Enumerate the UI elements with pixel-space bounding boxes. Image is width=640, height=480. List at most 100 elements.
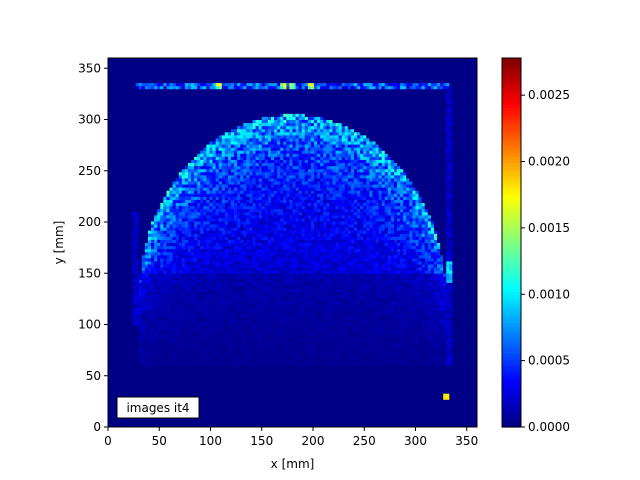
heatmap-cell [157, 177, 161, 182]
heatmap-cell [187, 282, 192, 287]
heatmap-cell [227, 405, 232, 410]
heatmap-cell [126, 131, 131, 136]
heatmap-cell [157, 214, 161, 219]
heatmap-cell [135, 70, 140, 74]
heatmap-cell [184, 242, 189, 247]
heatmap-cell [175, 101, 180, 105]
heatmap-cell [212, 337, 217, 342]
heatmap-cell [123, 190, 127, 194]
heatmap-cell [135, 347, 140, 351]
heatmap-cell [144, 230, 149, 234]
heatmap-cell [123, 119, 127, 124]
heatmap-cell [234, 267, 238, 271]
heatmap-cell [231, 322, 235, 327]
heatmap-cell [129, 101, 134, 105]
heatmap-cell [215, 82, 220, 87]
heatmap-cell [157, 153, 161, 157]
heatmap-cell [117, 88, 121, 93]
heatmap-cell [126, 190, 131, 194]
heatmap-cell [221, 288, 226, 293]
heatmap-cell [212, 248, 217, 253]
heatmap-cell [138, 181, 143, 185]
heatmap-cell [200, 184, 204, 188]
heatmap-cell [197, 340, 201, 345]
heatmap-cell [184, 144, 189, 148]
heatmap-cell [108, 362, 112, 366]
heatmap-cell [114, 122, 118, 127]
heatmap-cell [212, 319, 217, 323]
heatmap-cell [191, 264, 195, 268]
heatmap-cell [227, 113, 232, 117]
heatmap-cell [108, 220, 112, 225]
heatmap-cell [120, 150, 124, 154]
heatmap-cell [234, 282, 238, 287]
heatmap-cell [209, 79, 214, 84]
heatmap-cell [187, 134, 192, 139]
heatmap-cell [191, 365, 195, 370]
heatmap-cell [200, 251, 204, 256]
heatmap-cell [197, 387, 201, 391]
heatmap-cell [111, 297, 115, 302]
heatmap-cell [108, 347, 112, 351]
heatmap-cell [197, 214, 201, 219]
heatmap-cell [129, 343, 134, 348]
heatmap-cell [129, 125, 134, 130]
heatmap-cell [212, 273, 217, 277]
heatmap-cell [169, 267, 174, 271]
heatmap-cell [166, 260, 170, 265]
heatmap-cell [129, 110, 134, 114]
heatmap-cell [108, 141, 112, 145]
heatmap-cell [132, 73, 137, 77]
heatmap-cell [138, 322, 143, 327]
heatmap-cell [138, 273, 143, 277]
heatmap-cell [209, 248, 214, 253]
heatmap-cell [209, 414, 214, 419]
heatmap-cell [224, 150, 229, 154]
heatmap-cell [129, 242, 134, 247]
heatmap-cell [157, 423, 161, 428]
heatmap-cell [215, 156, 220, 160]
heatmap-cell [166, 205, 170, 210]
heatmap-cell [144, 371, 149, 376]
heatmap-cell [126, 211, 131, 216]
heatmap-cell [132, 347, 137, 351]
heatmap-cell [172, 64, 177, 68]
heatmap-cell [129, 159, 134, 164]
heatmap-cell [197, 205, 201, 210]
heatmap-cell [157, 137, 161, 142]
heatmap-cell [194, 174, 198, 179]
heatmap-cell [138, 208, 143, 213]
heatmap-cell [135, 377, 140, 382]
heatmap-cell [132, 390, 137, 394]
heatmap-cell [191, 181, 195, 185]
heatmap-cell [227, 288, 232, 293]
heatmap-cell [117, 220, 121, 225]
heatmap-cell [215, 159, 220, 164]
heatmap-cell [123, 116, 127, 120]
heatmap-cell [120, 380, 124, 385]
heatmap-cell [200, 408, 204, 413]
heatmap-cell [221, 174, 226, 179]
heatmap-cell [178, 270, 183, 274]
heatmap-cell [166, 128, 170, 133]
heatmap-cell [132, 371, 137, 376]
heatmap-cell [197, 291, 201, 296]
heatmap-cell [197, 162, 201, 167]
heatmap-cell [157, 251, 161, 256]
heatmap-cell [114, 159, 118, 164]
heatmap-cell [160, 264, 164, 268]
heatmap-cell [175, 304, 180, 308]
heatmap-cell [147, 196, 152, 200]
heatmap-cell [123, 177, 127, 182]
heatmap-cell [194, 168, 198, 173]
heatmap-cell [157, 297, 161, 302]
heatmap-cell [227, 294, 232, 299]
heatmap-cell [147, 202, 152, 207]
heatmap-cell [200, 177, 204, 182]
heatmap-cell [221, 285, 226, 290]
heatmap-cell [123, 417, 127, 422]
heatmap-cell [218, 236, 223, 240]
heatmap-cell [194, 137, 198, 142]
heatmap-cell [209, 144, 214, 148]
heatmap-cell [120, 193, 124, 197]
